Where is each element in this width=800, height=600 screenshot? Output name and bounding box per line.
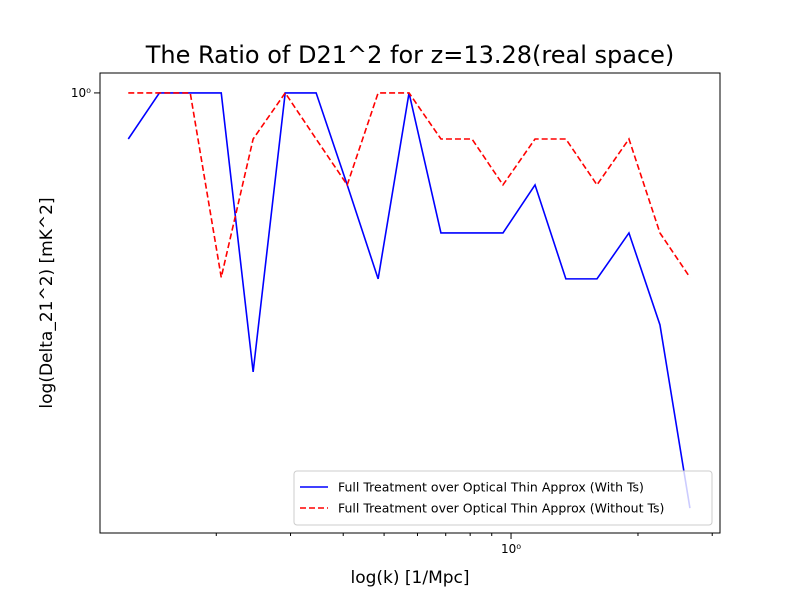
y-tick-label: 10⁰ <box>71 86 91 100</box>
plot-frame <box>99 72 721 534</box>
legend-label: Full Treatment over Optical Thin Approx … <box>338 501 664 516</box>
legend-label: Full Treatment over Optical Thin Approx … <box>338 480 644 495</box>
line-series <box>128 91 691 278</box>
chart-title: The Ratio of D21^2 for z=13.28(real spac… <box>145 41 675 69</box>
y-axis-label: log(Delta_21^2) [mK^2] <box>37 197 57 408</box>
x-tick-label: 10⁰ <box>501 542 521 556</box>
legend-box <box>293 470 713 526</box>
x-axis-label: log(k) [1/Mpc] <box>350 568 469 588</box>
